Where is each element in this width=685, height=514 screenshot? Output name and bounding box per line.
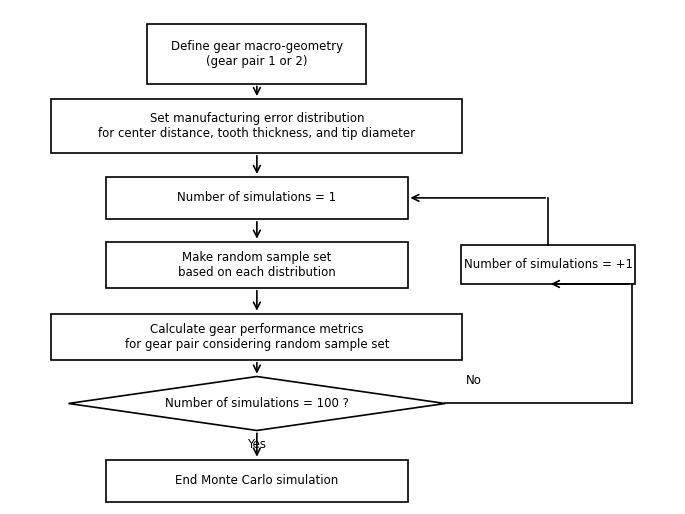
FancyBboxPatch shape <box>106 242 408 288</box>
Text: Number of simulations = 100 ?: Number of simulations = 100 ? <box>165 397 349 410</box>
FancyBboxPatch shape <box>106 177 408 219</box>
Text: Number of simulations = 1: Number of simulations = 1 <box>177 191 336 205</box>
FancyBboxPatch shape <box>106 460 408 502</box>
Text: Number of simulations = +1: Number of simulations = +1 <box>464 258 632 271</box>
Text: End Monte Carlo simulation: End Monte Carlo simulation <box>175 474 338 487</box>
FancyBboxPatch shape <box>147 24 366 83</box>
FancyBboxPatch shape <box>51 99 462 153</box>
Text: No: No <box>466 374 482 387</box>
FancyBboxPatch shape <box>51 314 462 360</box>
Text: Calculate gear performance metrics
for gear pair considering random sample set: Calculate gear performance metrics for g… <box>125 323 389 351</box>
Text: Make random sample set
based on each distribution: Make random sample set based on each dis… <box>178 251 336 279</box>
Polygon shape <box>68 376 445 431</box>
FancyBboxPatch shape <box>461 246 636 284</box>
Text: Set manufacturing error distribution
for center distance, tooth thickness, and t: Set manufacturing error distribution for… <box>99 112 415 140</box>
Text: Yes: Yes <box>247 438 266 451</box>
Text: Define gear macro-geometry
(gear pair 1 or 2): Define gear macro-geometry (gear pair 1 … <box>171 40 343 68</box>
